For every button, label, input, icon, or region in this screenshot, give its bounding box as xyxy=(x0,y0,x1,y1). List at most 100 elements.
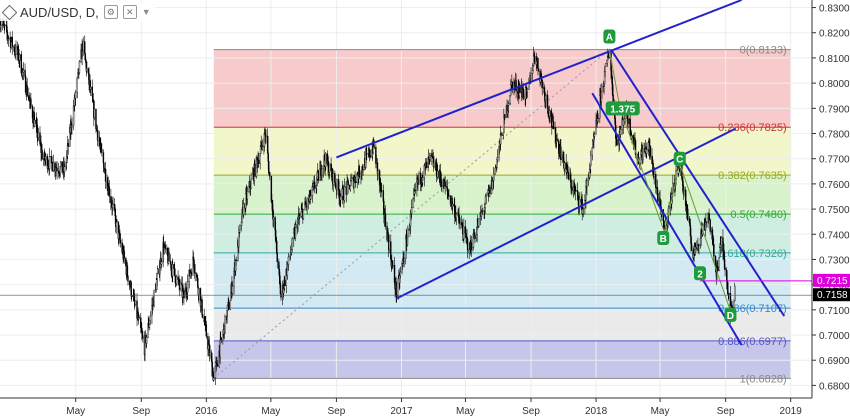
candle-body xyxy=(399,271,402,276)
candle-body xyxy=(354,181,357,184)
candle-body xyxy=(526,89,528,92)
candle-body xyxy=(41,149,43,159)
candle-body xyxy=(274,229,277,241)
wave-label-text: D xyxy=(727,311,734,322)
price-tick-label: 0.8300 xyxy=(819,4,850,15)
candle-body xyxy=(534,56,536,59)
chevron-down-icon[interactable]: ▼ xyxy=(141,7,151,17)
candle-body xyxy=(172,264,174,277)
pair-icon[interactable] xyxy=(1,4,18,20)
wave-label-badge[interactable] xyxy=(603,29,616,44)
candle-body xyxy=(235,259,237,261)
candle-body xyxy=(67,143,69,147)
candle-body xyxy=(683,189,685,191)
candle-body xyxy=(336,179,338,191)
fib-level-label: 1(0.6828) xyxy=(740,373,787,385)
time-tick-label: Sep xyxy=(328,406,346,417)
candles xyxy=(0,12,736,386)
candle-body xyxy=(563,162,566,169)
candle-body xyxy=(381,190,383,192)
price-tick-label: 0.8000 xyxy=(819,79,850,90)
candle-body xyxy=(627,118,629,124)
candle-body xyxy=(593,133,596,137)
candle-body xyxy=(19,54,21,61)
candle-body xyxy=(459,222,461,225)
time-tick-label: May xyxy=(456,406,475,417)
candle-body xyxy=(108,186,110,197)
candle-body xyxy=(440,180,443,187)
candle-body xyxy=(179,282,181,289)
fib-lines: 0(0.8133) 0.236(0.7825) 0.382(0.7635) 0.5(0… xyxy=(213,45,791,385)
wave-label-badge[interactable] xyxy=(605,101,640,116)
candle-body xyxy=(437,170,439,178)
candle-body xyxy=(82,41,84,52)
candle-body xyxy=(590,154,592,167)
candle-body xyxy=(78,61,81,74)
candle-body xyxy=(720,237,723,246)
candle-body xyxy=(339,196,342,201)
candle-body xyxy=(186,281,189,293)
candle-body xyxy=(168,252,170,262)
candle-body xyxy=(123,250,125,259)
candle-body xyxy=(418,172,420,181)
candle-body xyxy=(601,85,603,92)
candle-body xyxy=(366,153,368,155)
time-tick-label: 2019 xyxy=(780,406,803,417)
candle-body xyxy=(631,135,633,139)
settings-icon[interactable]: ⚙ xyxy=(103,5,118,19)
candle-body xyxy=(448,195,450,197)
candle-body xyxy=(220,337,222,341)
candle-body xyxy=(586,180,588,187)
close-icon[interactable]: ✕ xyxy=(122,5,137,19)
candle-body xyxy=(317,170,319,181)
candle-body xyxy=(377,170,379,174)
candle-body xyxy=(724,267,726,271)
drawings[interactable]: A 1.375 C B 2 D xyxy=(0,0,812,346)
horizontal-level-badge xyxy=(813,273,850,287)
symbol-label[interactable]: AUD/USD, D, xyxy=(20,4,99,20)
candle-body xyxy=(48,155,51,169)
candle-body xyxy=(619,129,622,135)
candle-body xyxy=(26,85,28,96)
candle-body xyxy=(93,108,96,119)
candle-body xyxy=(246,191,249,200)
time-axis[interactable]: May Sep 2016 May Sep 2017 May Sep 2018 May Sep 2019 xyxy=(0,397,812,420)
candle-body xyxy=(130,295,133,297)
candle-body xyxy=(33,119,36,127)
fib-zone xyxy=(213,252,791,309)
time-tick-label: Sep xyxy=(717,406,735,417)
time-tick-label: May xyxy=(66,406,85,417)
candle-body xyxy=(302,208,305,220)
candle-body xyxy=(604,66,606,72)
candle-body xyxy=(261,145,264,147)
fib-zone xyxy=(213,340,791,379)
candle-body xyxy=(201,299,203,315)
wave-label-badge[interactable] xyxy=(657,231,670,246)
price-axis[interactable]: 0.8300 0.8200 0.8100 0.8000 0.7900 0.7800 0.77… xyxy=(811,0,850,420)
candle-body xyxy=(463,226,465,240)
candle-body xyxy=(328,163,331,173)
wave-label-badge[interactable] xyxy=(724,307,737,322)
candle-body xyxy=(194,272,196,274)
fib-level-label: 0.5(0.7480) xyxy=(730,209,786,221)
time-tick-label: May xyxy=(261,406,280,417)
candle-body xyxy=(37,132,40,139)
candle-body xyxy=(446,187,449,192)
fib-zone xyxy=(213,127,791,176)
candle-body xyxy=(319,168,321,181)
candle-body xyxy=(733,285,736,302)
candle-body xyxy=(183,289,185,299)
wave-label-badge[interactable] xyxy=(673,151,686,166)
candle-body xyxy=(321,168,323,176)
channel-up-upper-line[interactable] xyxy=(336,0,742,159)
fib-zone xyxy=(213,308,791,341)
candle-body xyxy=(646,149,648,154)
candle-body xyxy=(349,185,351,190)
last-price-badge xyxy=(813,288,850,302)
candle-body xyxy=(403,258,405,262)
candle-body xyxy=(313,182,316,189)
channel-down-upper-line[interactable] xyxy=(610,49,786,317)
candle-body xyxy=(455,213,458,219)
wave-label-badge[interactable] xyxy=(694,266,707,281)
